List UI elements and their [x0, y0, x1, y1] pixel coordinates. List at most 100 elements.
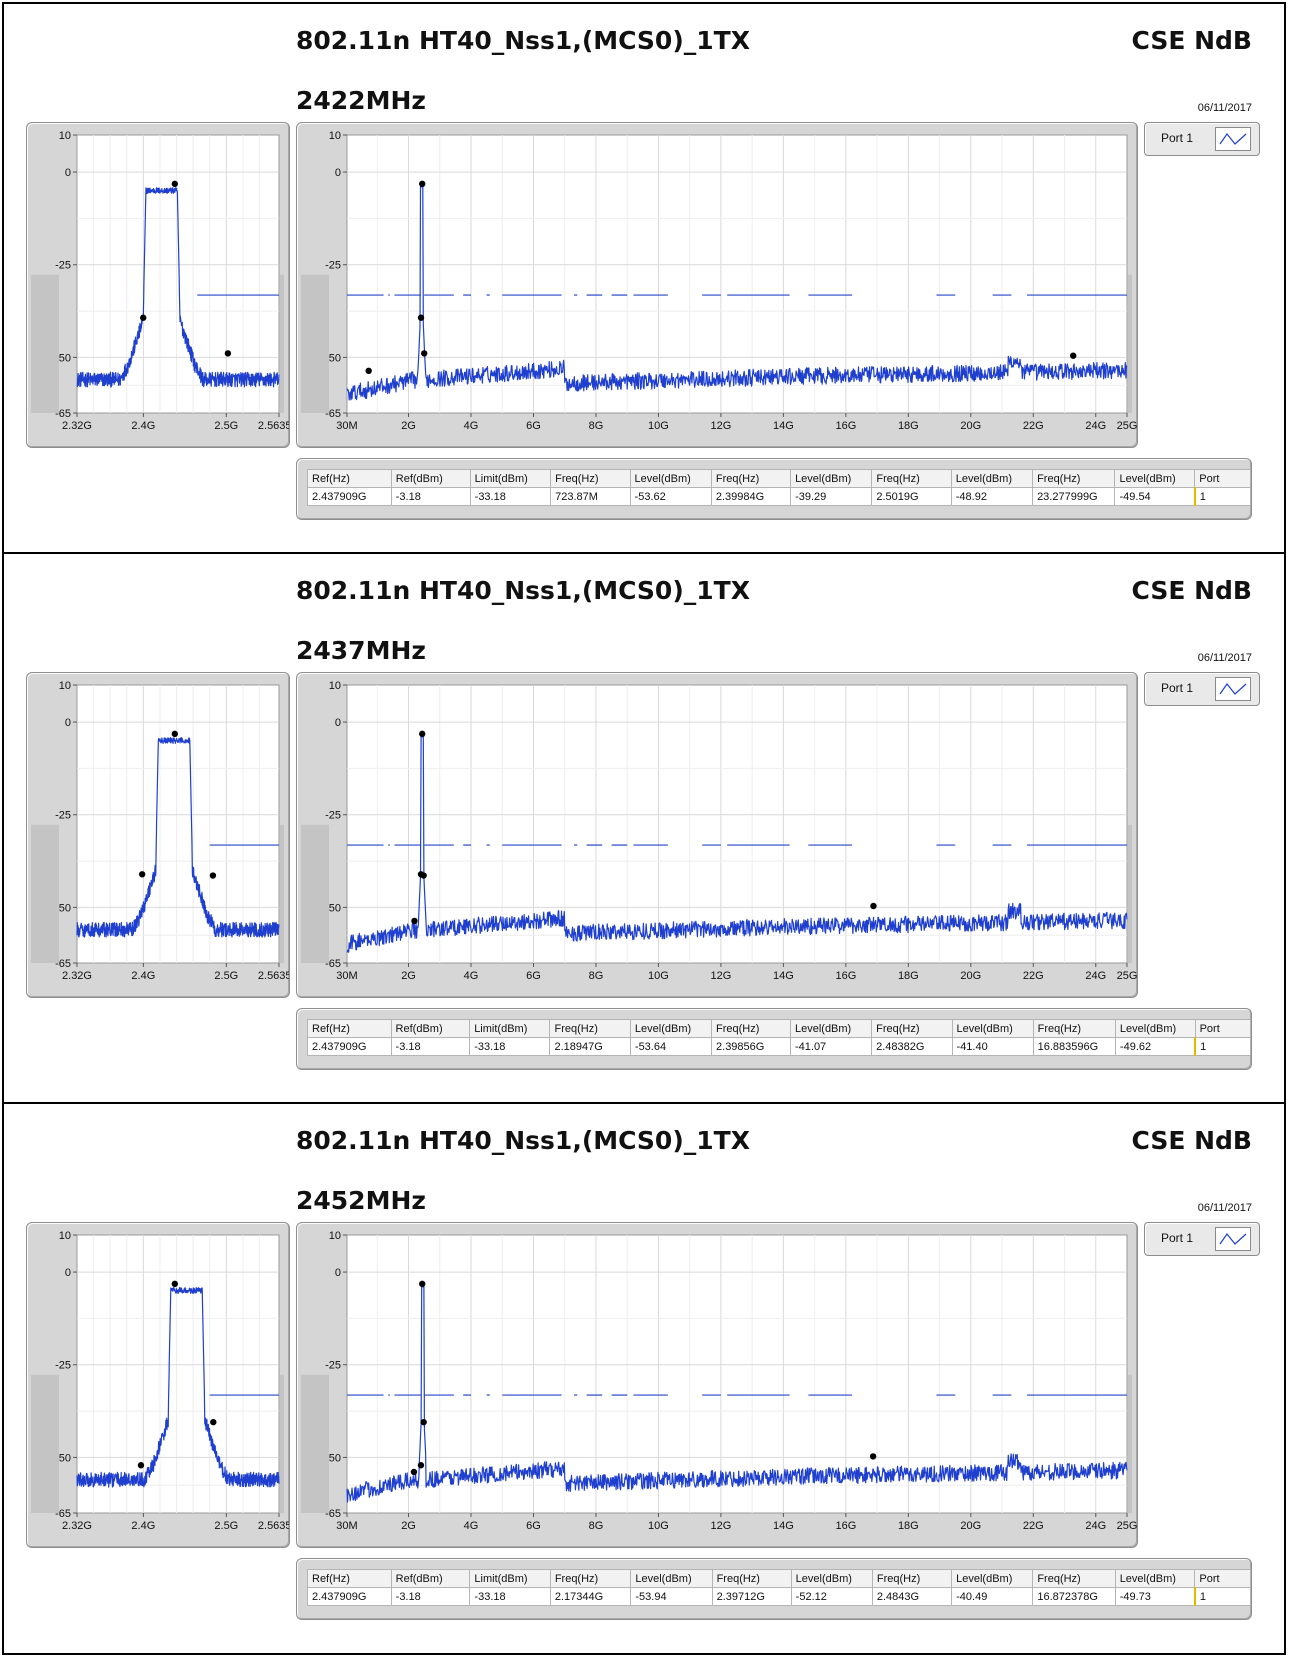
- x-tick-label: 8G: [589, 970, 604, 982]
- marker-point[interactable]: [140, 314, 147, 321]
- marker-point[interactable]: [410, 1468, 418, 1476]
- y-tick-label: -65: [55, 958, 71, 970]
- column-header: Level(dBm): [789, 1019, 873, 1038]
- y-tick-label: -50: [325, 352, 341, 364]
- table-cell: -3.18: [390, 1587, 471, 1606]
- wide-spectrum-chart: 30M 2G 4G 6G 8G 10G 12G 14G 16G 18G 20G 22G 24G 25G 10…: [301, 1230, 1137, 1532]
- x-tick-label: 4G: [464, 1520, 479, 1532]
- report-date: 06/11/2017: [1197, 102, 1252, 114]
- marker-point[interactable]: [1070, 352, 1077, 359]
- markers-table: Ref(Hz) Ref(dBm) Limit(dBm) Freq(Hz) Level(d…: [307, 1569, 1251, 1606]
- marker-point[interactable]: [171, 730, 179, 738]
- x-tick-label: 20G: [960, 1520, 981, 1532]
- column-header: Freq(Hz): [711, 1019, 791, 1038]
- x-tick-label: 6G: [526, 1520, 541, 1532]
- column-header: Freq(Hz): [550, 469, 631, 488]
- port-legend-button[interactable]: Port 1: [1144, 1222, 1260, 1256]
- y-tick-label: 10: [329, 1230, 341, 1242]
- y-tick-label: -50: [325, 1452, 341, 1464]
- marker-point[interactable]: [869, 1453, 877, 1460]
- x-tick-label: 8G: [589, 420, 604, 432]
- y-tick-label: -25: [55, 810, 71, 822]
- x-tick-label: 2.32G: [62, 420, 92, 432]
- marker-point[interactable]: [419, 1280, 426, 1288]
- markers-table-panel: Ref(Hz) Ref(dBm) Limit(dBm) Freq(Hz) Level(d…: [296, 458, 1252, 520]
- test-title: 802.11n HT40_Nss1,(MCS0)_1TX: [296, 576, 750, 605]
- frame-shade: [31, 1374, 59, 1513]
- brand-label: CSE NdB: [1131, 1126, 1252, 1155]
- y-tick-label: 10: [329, 130, 341, 142]
- x-tick-label: 20G: [960, 420, 981, 432]
- zoom-chart-panel: 2.32G 2.4G 2.5G 2.5635G 10 0 -25 -50 -65: [26, 122, 290, 448]
- marker-point[interactable]: [210, 1418, 217, 1426]
- x-tick-label: 30M: [336, 1520, 357, 1532]
- x-tick-label: 2G: [401, 1520, 416, 1532]
- x-tick-label: 2.5G: [214, 420, 238, 432]
- y-tick-label: 10: [59, 680, 71, 692]
- plot-area: [76, 684, 280, 964]
- x-tick-label: 8G: [589, 1520, 604, 1532]
- wide-chart-panel: 30M 2G 4G 6G 8G 10G 12G 14G 16G 18G 20G 22G 24G 25G 10…: [296, 1222, 1138, 1548]
- y-tick-label: -25: [325, 260, 341, 272]
- marker-point[interactable]: [137, 1462, 145, 1469]
- column-header: Port: [1194, 1019, 1252, 1038]
- port-legend-button[interactable]: Port 1: [1144, 672, 1260, 706]
- y-tick-label: -25: [55, 1360, 71, 1372]
- y-tick-label: -65: [325, 1508, 341, 1520]
- x-tick-label: 18G: [898, 970, 919, 982]
- column-header: Port: [1194, 1569, 1251, 1588]
- marker-point[interactable]: [417, 1462, 425, 1469]
- marker-point[interactable]: [420, 1418, 427, 1426]
- marker-point[interactable]: [421, 350, 428, 357]
- marker-point[interactable]: [419, 730, 426, 738]
- brand-label: CSE NdB: [1131, 576, 1252, 605]
- test-title: 802.11n HT40_Nss1,(MCS0)_1TX: [296, 1126, 750, 1155]
- frame-shade: [301, 824, 329, 963]
- x-tick-label: 24G: [1085, 1520, 1106, 1532]
- marker-point[interactable]: [417, 314, 425, 321]
- column-header: Freq(Hz): [871, 1569, 953, 1588]
- marker-point[interactable]: [419, 180, 426, 188]
- table-cell: -3.18: [390, 487, 471, 506]
- table-header-row: Ref(Hz) Ref(dBm) Limit(dBm) Freq(Hz) Level(d…: [307, 469, 1251, 488]
- spectrum-trace: [346, 186, 1128, 401]
- column-header: Level(dBm): [1114, 1569, 1196, 1588]
- table-cell: 2.437909G: [307, 1587, 392, 1606]
- marker-point[interactable]: [209, 872, 217, 879]
- column-header: Freq(Hz): [871, 1019, 953, 1038]
- y-tick-label: -65: [55, 408, 71, 420]
- marker-point[interactable]: [171, 1280, 179, 1288]
- table-cell: -41.07: [789, 1037, 873, 1056]
- table-cell: -52.12: [790, 1587, 873, 1606]
- marker-point[interactable]: [138, 871, 146, 878]
- marker-point[interactable]: [420, 872, 427, 879]
- plot-area: [346, 1234, 1128, 1514]
- port-legend-button[interactable]: Port 1: [1144, 122, 1260, 156]
- column-header: Limit(dBm): [469, 1569, 551, 1588]
- column-header: Freq(Hz): [1032, 1019, 1116, 1038]
- frame-shade: [1128, 824, 1132, 963]
- column-header: Ref(Hz): [307, 1569, 392, 1588]
- marker-point[interactable]: [224, 350, 232, 357]
- marker-point[interactable]: [870, 902, 877, 910]
- column-header: Ref(dBm): [390, 1019, 471, 1038]
- markers-table: Ref(Hz) Ref(dBm) Limit(dBm) Freq(Hz) Level(d…: [307, 469, 1251, 506]
- x-tick-label: 10G: [648, 420, 669, 432]
- x-tick-label: 2.5G: [214, 1520, 238, 1532]
- y-tick-label: 0: [335, 167, 341, 179]
- frame-shade: [31, 824, 59, 963]
- x-tick-label: 4G: [464, 420, 479, 432]
- table-cell: 723.87M: [550, 487, 631, 506]
- channel-frequency: 2452MHz: [296, 1186, 426, 1215]
- x-tick-label: 6G: [526, 420, 541, 432]
- column-header: Level(dBm): [1114, 1019, 1196, 1038]
- marker-point[interactable]: [171, 180, 179, 188]
- y-tick-label: -65: [55, 1508, 71, 1520]
- markers-table-panel: Ref(Hz) Ref(dBm) Limit(dBm) Freq(Hz) Level(d…: [296, 1558, 1252, 1620]
- marker-point[interactable]: [365, 367, 372, 375]
- table-cell: -33.18: [469, 1037, 551, 1056]
- zoom-chart-panel: 2.32G 2.4G 2.5G 2.5635G 10 0 -25 -50 -65: [26, 1222, 290, 1548]
- marker-point[interactable]: [411, 917, 418, 925]
- y-tick-label: 10: [59, 1230, 71, 1242]
- x-tick-label: 22G: [1023, 420, 1044, 432]
